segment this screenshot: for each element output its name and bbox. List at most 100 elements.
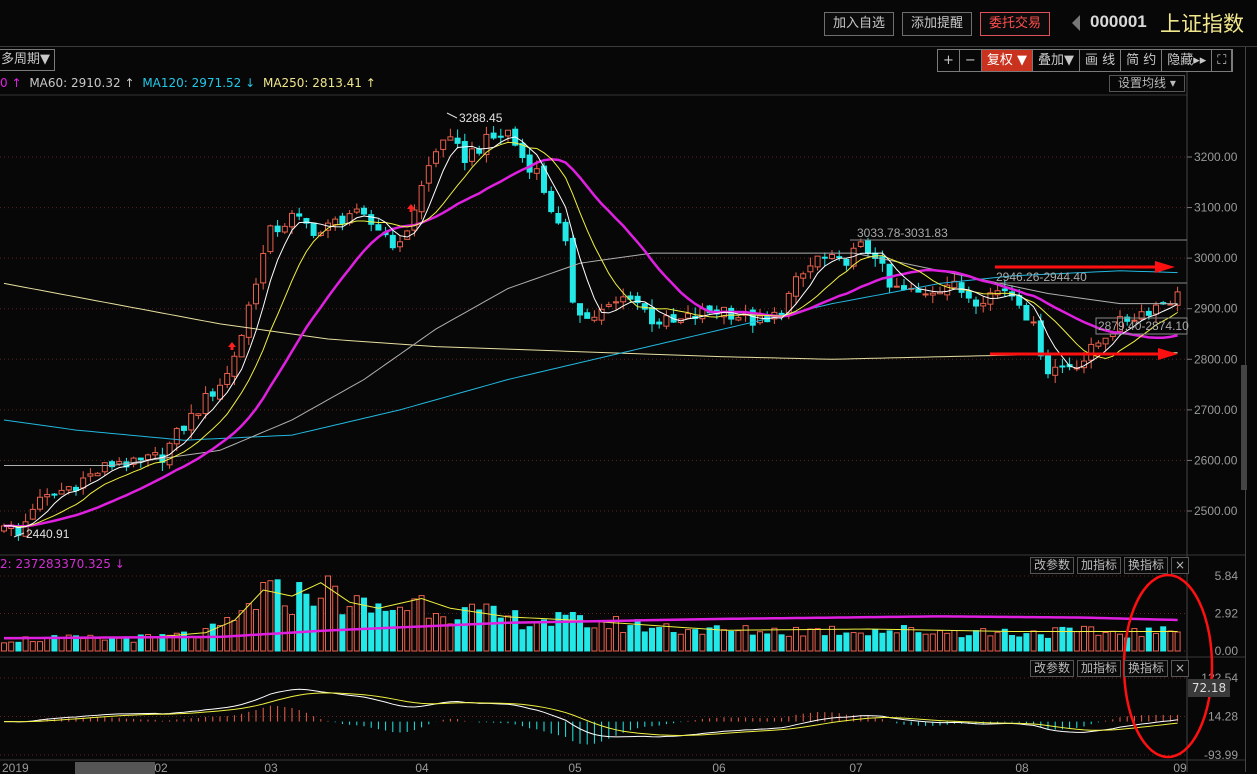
back-arrow-icon[interactable] bbox=[1072, 15, 1080, 31]
trade-button[interactable]: 委托交易 bbox=[980, 12, 1051, 36]
date-axis-label: 03 bbox=[264, 761, 278, 772]
volume-bar bbox=[1037, 634, 1044, 652]
volume-bar bbox=[641, 631, 648, 652]
candle-up bbox=[231, 355, 238, 377]
toolbar-item[interactable]: 画 线 bbox=[1080, 50, 1122, 71]
volume-bar bbox=[1, 642, 7, 652]
candle-up bbox=[1174, 291, 1181, 306]
volume-bar bbox=[1045, 637, 1051, 652]
switch-indicator-button[interactable]: 换指标 bbox=[1124, 557, 1169, 574]
toolbar-item[interactable]: 隐藏▸▸ bbox=[1162, 50, 1213, 71]
volume-bar bbox=[677, 633, 684, 652]
edit-params-button[interactable]: 改参数 bbox=[1030, 660, 1075, 677]
volume-bar bbox=[296, 582, 303, 652]
date-cursor-box bbox=[75, 762, 155, 774]
volume-bar bbox=[512, 610, 519, 652]
price-axis-label: 3200.00 bbox=[1194, 150, 1238, 164]
candle-up bbox=[145, 454, 151, 461]
add-indicator-button[interactable]: 加指标 bbox=[1077, 660, 1122, 677]
volume-bar bbox=[591, 627, 598, 652]
candle-down bbox=[728, 307, 735, 320]
volume-bar bbox=[130, 641, 137, 652]
volume-bar bbox=[951, 630, 958, 652]
markup-ellipse bbox=[1122, 573, 1214, 759]
period-dropdown[interactable]: 多周期▼ bbox=[0, 49, 55, 71]
stock-code: 000001 bbox=[1090, 12, 1147, 31]
volume-bar bbox=[505, 615, 511, 652]
volume-bar bbox=[44, 637, 51, 652]
high-pointer bbox=[446, 112, 458, 119]
candle-up bbox=[152, 452, 159, 456]
volume-bar bbox=[541, 619, 547, 652]
volume-bar bbox=[757, 631, 763, 652]
scrollbar[interactable] bbox=[1241, 365, 1247, 490]
volume-bar bbox=[281, 605, 288, 652]
volume-bar bbox=[368, 612, 375, 652]
volume-bar bbox=[562, 614, 569, 652]
candle-up bbox=[483, 133, 490, 156]
volume-bar bbox=[137, 634, 144, 652]
volume-bar bbox=[195, 637, 202, 652]
candle-down bbox=[901, 285, 907, 290]
candle-up bbox=[94, 472, 101, 477]
volume-axis-label: 2.92 bbox=[1215, 607, 1239, 621]
switch-indicator-button[interactable]: 换指标 bbox=[1124, 660, 1169, 677]
add-alert-button[interactable]: 添加提醒 bbox=[902, 12, 973, 36]
candle-down bbox=[1059, 365, 1066, 368]
volume-bar bbox=[123, 638, 130, 652]
volume-bar bbox=[1023, 633, 1030, 652]
candle-up bbox=[433, 151, 439, 164]
volume-bar bbox=[670, 632, 677, 652]
volume-bar bbox=[418, 595, 425, 652]
toolbar-item[interactable]: 叠加▼ bbox=[1033, 50, 1080, 71]
candle-up bbox=[1095, 342, 1102, 347]
candle-up bbox=[800, 273, 807, 279]
toolbar-item[interactable]: 复权 ▼ bbox=[981, 50, 1033, 71]
volume-bar bbox=[382, 610, 389, 652]
candle-down bbox=[843, 258, 850, 266]
close-icon[interactable]: × bbox=[1171, 557, 1190, 574]
volume-bar bbox=[253, 608, 259, 652]
volume-bar bbox=[807, 628, 814, 652]
volume-bar bbox=[440, 616, 447, 652]
date-axis-label: 05 bbox=[568, 761, 582, 772]
volume-bar bbox=[1117, 633, 1123, 652]
candle-down bbox=[548, 190, 555, 213]
date-axis-label: 02 bbox=[154, 761, 168, 772]
toolbar-item[interactable]: + bbox=[938, 50, 960, 71]
candle-up bbox=[505, 129, 511, 137]
volume-bar bbox=[555, 612, 562, 652]
candle-up bbox=[87, 473, 94, 477]
toolbar-item[interactable]: − bbox=[960, 50, 982, 71]
candle-up bbox=[353, 208, 360, 213]
candle-down bbox=[476, 148, 483, 154]
toolbar-item[interactable]: 简 约 bbox=[1121, 50, 1163, 71]
volume-bar bbox=[915, 632, 922, 652]
candle-down bbox=[749, 309, 756, 326]
ma120-line bbox=[3, 270, 1178, 441]
price-axis-label: 2900.00 bbox=[1194, 302, 1238, 316]
volume-bar bbox=[598, 620, 605, 652]
macd-dea-line bbox=[3, 692, 1178, 736]
volume-bar bbox=[728, 630, 735, 652]
candle-up bbox=[807, 265, 814, 273]
close-icon[interactable]: × bbox=[1171, 660, 1190, 677]
set-ma-button[interactable]: 设置均线 ▾ bbox=[1109, 75, 1185, 92]
volume-bar bbox=[483, 603, 490, 652]
add-watchlist-button[interactable]: 加入自选 bbox=[824, 12, 895, 36]
volume-bar bbox=[339, 614, 346, 652]
candle-down bbox=[541, 165, 547, 193]
volume-bar bbox=[404, 610, 411, 652]
volume-bar bbox=[94, 637, 101, 652]
toolbar-item[interactable]: ⛶ bbox=[1212, 50, 1233, 71]
volume-bar bbox=[901, 625, 907, 652]
volume-bar bbox=[332, 585, 339, 652]
date-axis-label: 06 bbox=[712, 761, 726, 772]
add-indicator-button[interactable]: 加指标 bbox=[1077, 557, 1122, 574]
candle-down bbox=[1124, 316, 1131, 322]
candle-down bbox=[569, 237, 576, 303]
volume-bar bbox=[15, 641, 22, 652]
candle-up bbox=[224, 372, 231, 385]
edit-params-button[interactable]: 改参数 bbox=[1030, 557, 1075, 574]
